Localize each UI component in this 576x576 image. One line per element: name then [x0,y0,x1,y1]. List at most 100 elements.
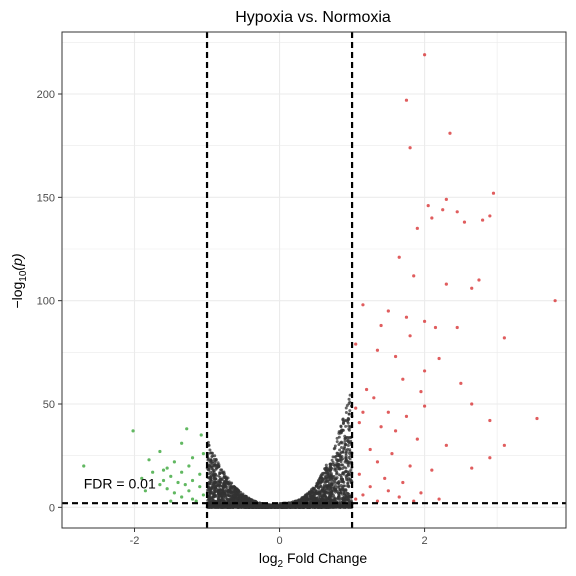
point-ns [338,488,342,492]
point-ns [301,497,305,501]
point-ns [249,504,253,508]
point-up [415,437,419,441]
point-ns [348,409,352,413]
point-up [462,220,467,224]
plot-area: FDR = 0.01 [62,32,566,528]
point-down [165,487,169,491]
point-ns [317,492,321,496]
point-ns [214,477,218,481]
point-ns [340,466,344,470]
point-up [422,319,427,323]
point-ns [226,489,230,493]
point-ns [322,493,326,497]
point-ns [237,500,241,504]
point-ns [347,485,351,489]
point-ns [338,448,342,452]
point-ns [330,483,334,487]
point-ns [343,439,347,443]
point-up [404,414,409,418]
point-ns [222,499,226,503]
point-ns [344,450,348,454]
point-ns [230,481,234,485]
point-up [404,98,409,102]
point-ns [324,463,328,467]
point-ns [335,440,339,444]
point-ns [342,447,346,451]
point-ns [268,503,272,507]
point-ns [308,494,312,498]
point-ns [295,505,299,509]
point-up [390,452,394,456]
point-ns [347,427,351,431]
point-up [361,410,365,414]
point-ns [212,470,216,474]
point-ns [246,505,250,509]
point-up [444,282,448,286]
point-ns [348,449,352,453]
y-tick-label: 50 [43,399,55,411]
point-up [354,342,358,346]
point-ns [209,457,213,461]
point-ns [310,489,314,493]
point-up [502,336,506,340]
point-ns [211,468,215,472]
series-down [82,427,206,503]
point-ns [259,503,263,507]
point-ns [344,424,348,428]
series-not-significant [205,393,354,509]
point-ns [339,458,343,462]
point-ns [272,503,276,507]
point-ns [347,417,351,421]
point-down [140,476,144,480]
point-down [198,472,202,476]
point-ns [334,503,338,507]
point-ns [339,463,343,467]
point-up [553,299,557,303]
point-down [172,491,176,495]
point-ns [308,498,312,502]
point-ns [225,493,229,497]
point-ns [219,503,223,507]
point-ns [328,491,332,495]
point-up [415,226,419,230]
point-ns [329,473,333,477]
point-ns [244,494,248,498]
point-up [386,489,390,493]
point-up [459,381,463,385]
point-ns [335,485,339,489]
point-ns [206,488,210,492]
point-down [198,485,202,489]
point-up [375,499,380,503]
point-ns [208,470,212,474]
point-down [143,489,147,493]
point-ns [326,497,330,501]
point-up [502,443,506,447]
x-tick-label: 0 [276,535,282,547]
point-ns [234,487,238,491]
point-up [397,255,401,259]
point-up [437,497,441,501]
point-ns [313,492,317,496]
point-ns [332,486,336,490]
point-up [383,476,387,480]
point-up [379,425,383,429]
point-ns [349,468,353,472]
panel-background [62,32,566,528]
point-down [169,499,173,503]
point-ns [341,471,345,475]
point-ns [333,467,337,471]
point-ns [305,493,309,497]
point-up [419,491,423,495]
point-ns [325,484,329,488]
point-ns [336,491,340,495]
point-ns [323,471,327,475]
point-up [430,216,434,220]
point-down [187,464,191,468]
point-ns [208,448,212,452]
point-ns [212,489,216,493]
point-down [187,489,191,493]
point-ns [333,490,337,494]
point-ns [209,500,213,504]
point-ns [231,494,235,498]
point-ns [312,489,316,493]
